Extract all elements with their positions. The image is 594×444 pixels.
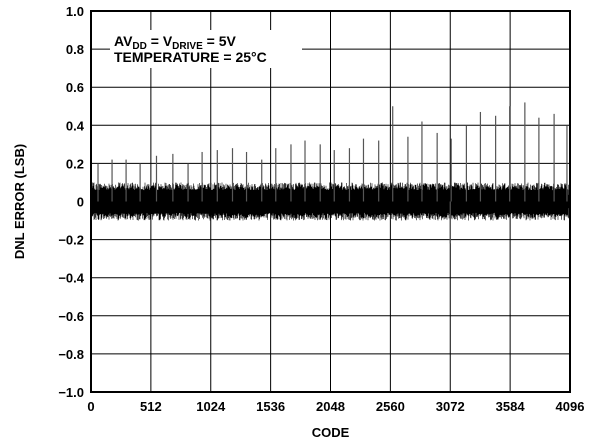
annotation-background xyxy=(110,30,302,68)
annotation-v-subscript: DRIVE xyxy=(172,41,203,52)
dnl-noise-band xyxy=(91,182,569,221)
x-axis-label: CODE xyxy=(312,425,350,440)
y-tick-labels: 1.0 0.8 0.6 0.4 0.2 0 −0.2 −0.4 −0.6 −0.8 −1.0 xyxy=(58,4,84,400)
y-tick-label: −0.4 xyxy=(58,271,84,286)
x-tick-label: 1024 xyxy=(196,399,226,414)
annotation-eq-v: = V xyxy=(147,33,173,49)
x-tick-label: 2560 xyxy=(376,399,405,414)
y-tick-label: 0.6 xyxy=(66,80,84,95)
x-tick-label: 4096 xyxy=(556,399,585,414)
y-axis-label: DNL ERROR (LSB) xyxy=(12,144,27,259)
noise-band-core xyxy=(92,194,569,209)
dnl-spikes xyxy=(97,102,568,244)
annotation-line-2: TEMPERATURE = 25°C xyxy=(114,49,267,65)
y-tick-label: −0.6 xyxy=(58,309,84,324)
y-tick-label: −0.2 xyxy=(58,233,84,248)
y-tick-label: 0.2 xyxy=(66,156,84,171)
annotation: AVDD = VDRIVE = 5V TEMPERATURE = 25°C xyxy=(110,30,302,68)
plot-frame xyxy=(90,10,571,393)
y-tick-label: 0.4 xyxy=(66,118,85,133)
x-tick-label: 3072 xyxy=(436,399,465,414)
y-tick-label: 0.8 xyxy=(66,42,84,57)
y-tick-label: 0 xyxy=(77,195,84,210)
annotation-line-1: AVDD = VDRIVE = 5V xyxy=(114,33,236,52)
annotation-av: AV xyxy=(114,33,133,49)
y-tick-label: −1.0 xyxy=(58,385,84,400)
x-tick-label: 3584 xyxy=(496,399,526,414)
x-tick-label: 0 xyxy=(87,399,94,414)
annotation-av-subscript: DD xyxy=(132,41,146,52)
x-tick-label: 2048 xyxy=(316,399,345,414)
x-tick-labels: 0 512 1024 1536 2048 2560 3072 3584 4096 xyxy=(87,399,584,414)
annotation-eq-5v: = 5V xyxy=(203,33,237,49)
y-tick-label: 1.0 xyxy=(66,4,84,19)
y-tick-label: −0.8 xyxy=(58,347,84,362)
x-tick-label: 512 xyxy=(140,399,162,414)
x-tick-label: 1536 xyxy=(256,399,285,414)
